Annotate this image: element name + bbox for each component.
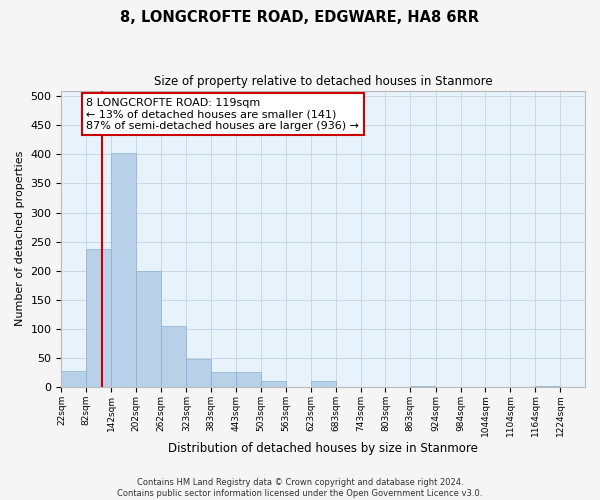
Bar xyxy=(186,359,211,387)
Text: Contains HM Land Registry data © Crown copyright and database right 2024.
Contai: Contains HM Land Registry data © Crown c… xyxy=(118,478,482,498)
Bar xyxy=(86,249,111,387)
Text: 8 LONGCROFTE ROAD: 119sqm
← 13% of detached houses are smaller (141)
87% of semi: 8 LONGCROFTE ROAD: 119sqm ← 13% of detac… xyxy=(86,98,359,130)
Bar xyxy=(161,326,186,387)
Bar xyxy=(111,152,136,387)
Bar xyxy=(211,372,236,387)
Y-axis label: Number of detached properties: Number of detached properties xyxy=(15,151,25,326)
Bar xyxy=(136,271,161,387)
Title: Size of property relative to detached houses in Stanmore: Size of property relative to detached ho… xyxy=(154,75,493,88)
Bar xyxy=(535,386,560,387)
Bar xyxy=(261,381,286,387)
Bar xyxy=(311,381,335,387)
X-axis label: Distribution of detached houses by size in Stanmore: Distribution of detached houses by size … xyxy=(168,442,478,455)
Bar xyxy=(61,371,86,387)
Bar xyxy=(410,386,435,387)
Bar xyxy=(236,372,261,387)
Text: 8, LONGCROFTE ROAD, EDGWARE, HA8 6RR: 8, LONGCROFTE ROAD, EDGWARE, HA8 6RR xyxy=(121,10,479,25)
